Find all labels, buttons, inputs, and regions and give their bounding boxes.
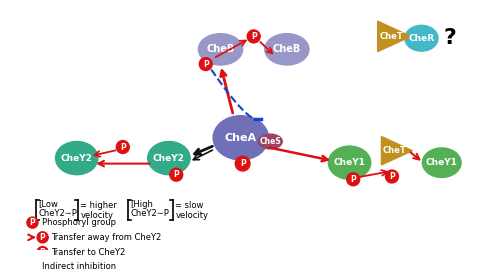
Circle shape: [386, 170, 398, 183]
Ellipse shape: [56, 141, 98, 175]
Text: P: P: [30, 218, 36, 227]
Ellipse shape: [264, 34, 309, 65]
Circle shape: [37, 247, 48, 258]
Text: P: P: [203, 60, 208, 69]
Polygon shape: [378, 21, 411, 52]
Circle shape: [37, 232, 48, 243]
Text: CheB: CheB: [206, 44, 234, 54]
Circle shape: [27, 217, 38, 228]
Circle shape: [200, 58, 212, 70]
Text: [High: [High: [130, 200, 153, 208]
Text: velocity: velocity: [176, 211, 208, 220]
Text: velocity: velocity: [80, 211, 114, 220]
Ellipse shape: [328, 146, 370, 179]
Text: [Low: [Low: [38, 200, 58, 208]
Ellipse shape: [422, 148, 461, 177]
Ellipse shape: [405, 25, 438, 51]
Text: Transfer away from CheY2: Transfer away from CheY2: [51, 233, 161, 242]
Text: P: P: [350, 175, 356, 184]
Text: P: P: [389, 172, 395, 181]
Text: P: P: [240, 159, 246, 168]
Text: = higher: = higher: [80, 201, 118, 210]
Text: Phosphoryl group: Phosphoryl group: [42, 218, 116, 227]
Circle shape: [247, 30, 260, 43]
Ellipse shape: [213, 116, 268, 160]
Circle shape: [236, 156, 250, 171]
Text: CheS: CheS: [260, 137, 281, 146]
Ellipse shape: [258, 134, 282, 149]
Text: = slow: = slow: [176, 201, 204, 210]
Text: CheY1: CheY1: [334, 158, 366, 167]
Circle shape: [170, 168, 182, 181]
Text: CheY1: CheY1: [426, 158, 458, 167]
Text: CheY2∼P: CheY2∼P: [130, 209, 169, 218]
Text: CheR: CheR: [408, 34, 434, 43]
Text: CheY2: CheY2: [153, 154, 185, 163]
Text: P: P: [120, 143, 126, 151]
Polygon shape: [382, 137, 412, 165]
Text: P: P: [40, 233, 46, 242]
Text: ?: ?: [444, 28, 456, 48]
Text: P: P: [174, 170, 179, 179]
Text: CheT: CheT: [380, 32, 404, 41]
Circle shape: [116, 141, 130, 153]
Text: Transfer to CheY2: Transfer to CheY2: [51, 248, 125, 256]
Ellipse shape: [148, 141, 190, 175]
Text: CheA: CheA: [224, 133, 257, 143]
Text: P: P: [40, 248, 46, 256]
Text: Indirect inhibition: Indirect inhibition: [42, 262, 116, 270]
Text: CheY2∼P: CheY2∼P: [38, 209, 77, 218]
Text: CheY2: CheY2: [61, 154, 92, 163]
Text: P: P: [251, 32, 256, 41]
Circle shape: [347, 173, 360, 186]
Ellipse shape: [198, 34, 242, 65]
Text: CheT: CheT: [382, 146, 406, 155]
Text: CheB: CheB: [272, 44, 301, 54]
